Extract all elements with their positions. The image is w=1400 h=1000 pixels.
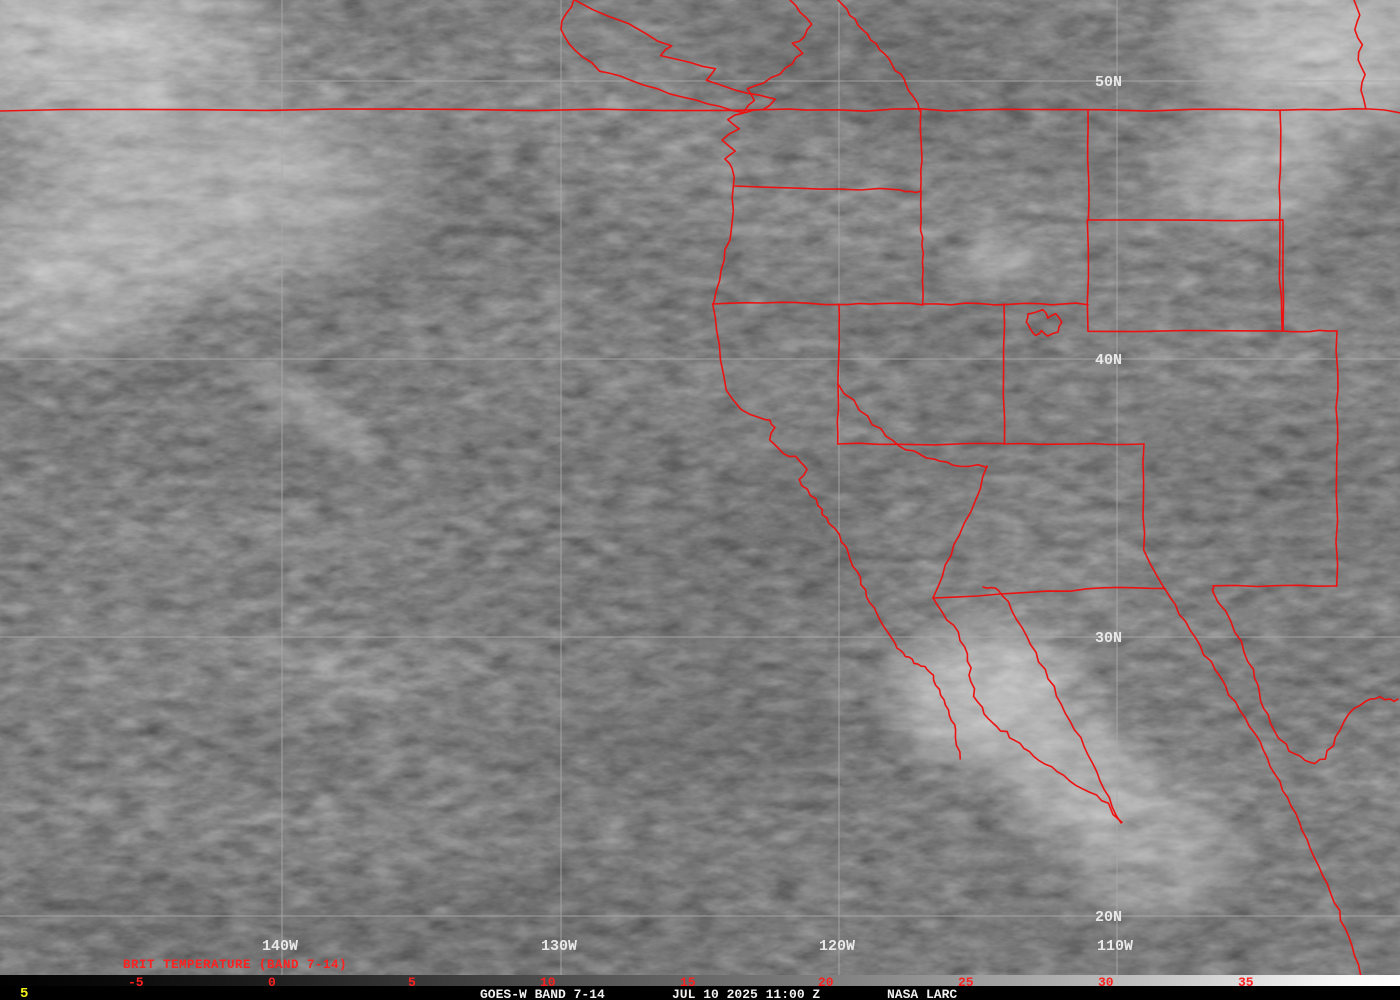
svg-text:GOES-W BAND 7-14: GOES-W BAND 7-14 xyxy=(480,987,605,1000)
svg-text:NASA LARC: NASA LARC xyxy=(887,987,957,1000)
svg-text:JUL 10 2025 11:00 Z: JUL 10 2025 11:00 Z xyxy=(672,987,820,1000)
svg-text:5: 5 xyxy=(20,986,28,1000)
